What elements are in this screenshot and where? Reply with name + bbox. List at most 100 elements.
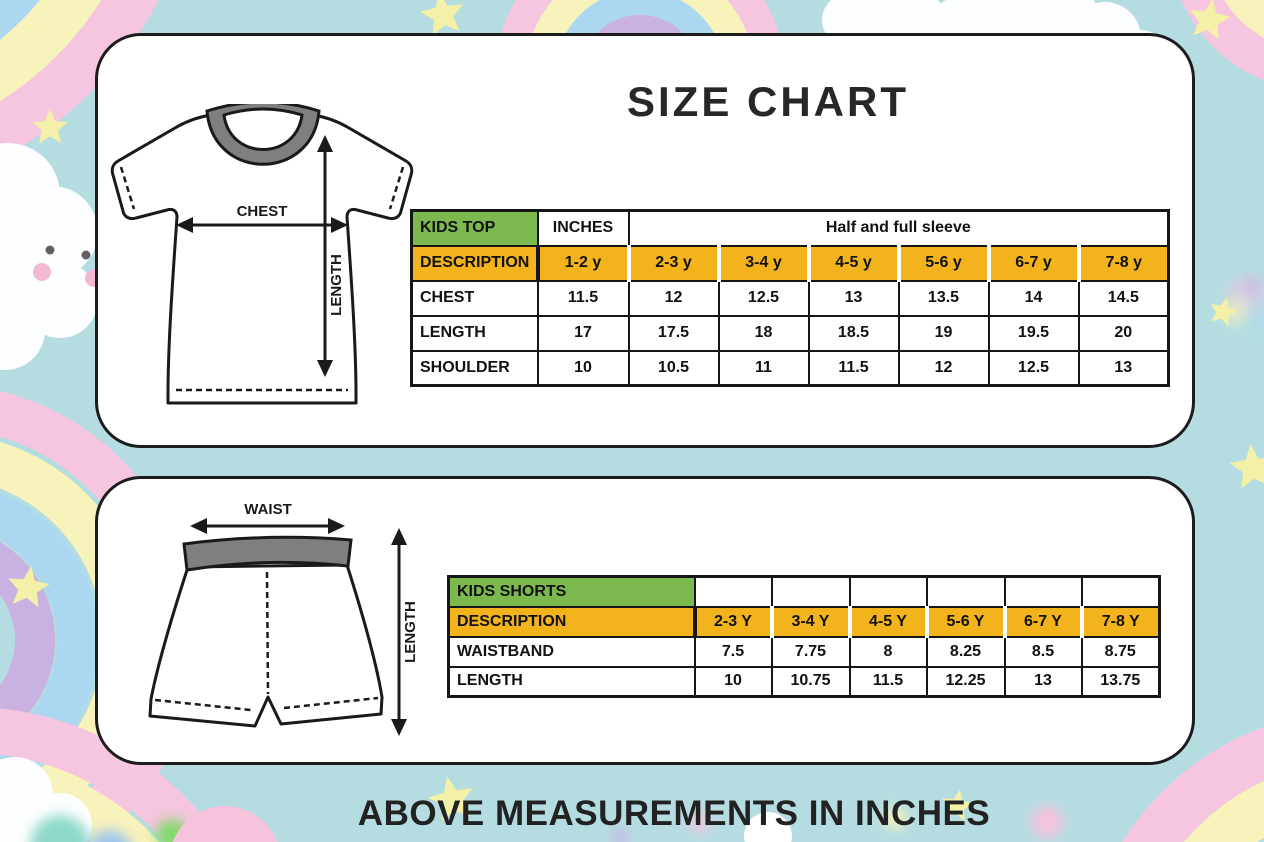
measure-value-cell: 14.5 — [1077, 279, 1170, 317]
sleeve-header-cell: Half and full sleeve — [627, 209, 1170, 247]
measure-value-cell: 13 — [807, 279, 900, 317]
table-row: DESCRIPTION 2-3 Y 3-4 Y 4-5 Y 5-6 Y 6-7 Y 7-8 … — [447, 605, 1161, 638]
size-header-cell: 3-4 Y — [769, 605, 852, 638]
kids-top-title-cell: KIDS TOP — [410, 209, 539, 247]
measure-label-cell: WAISTBAND — [447, 635, 696, 668]
measure-value-cell: 11 — [717, 349, 810, 387]
measure-value-cell: 8.25 — [925, 635, 1006, 668]
kids-top-panel: SIZE CHART CHEST LENGTH KIDS TOP INCHES Ha… — [95, 33, 1195, 448]
table-row: LENGTH 10 10.75 11.5 12.25 13 13.75 — [447, 665, 1161, 698]
measure-label-cell: LENGTH — [410, 314, 539, 352]
length-arrowhead-top — [317, 135, 333, 152]
empty-header-cell — [770, 575, 851, 608]
shorts-measurement-diagram: WAIST LENGTH — [148, 501, 419, 736]
measure-value-cell: 12.25 — [925, 665, 1006, 698]
table-row: SHOULDER 10 10.5 11 11.5 12 12.5 13 — [410, 349, 1170, 387]
size-header-cell: 7-8 Y — [1079, 605, 1161, 638]
center-stitch — [265, 571, 270, 695]
measure-value-cell: 13 — [1077, 349, 1170, 387]
size-header-cell: 2-3 Y — [692, 605, 774, 638]
waist-arrowhead-right — [328, 518, 345, 534]
measure-label-cell: CHEST — [410, 279, 539, 317]
waist-arrowhead-left — [190, 518, 207, 534]
shorts-waistband — [182, 535, 353, 572]
measure-label-cell: LENGTH — [447, 665, 696, 698]
empty-header-cell — [848, 575, 928, 608]
page-title: SIZE CHART — [627, 78, 909, 125]
footer-note: ABOVE MEASUREMENTS IN INCHES — [357, 794, 991, 833]
measure-value-cell: 8 — [848, 635, 928, 668]
chest-arrowhead-right — [331, 217, 348, 233]
measure-value-cell: 10.5 — [627, 349, 720, 387]
measure-value-cell: 13.75 — [1080, 665, 1161, 698]
empty-header-cell — [1003, 575, 1083, 608]
confetti-bottom-icon — [30, 806, 1063, 842]
measure-value-cell: 18.5 — [807, 314, 900, 352]
size-header-cell: 4-5 y — [806, 244, 901, 282]
chest-label: CHEST — [237, 203, 288, 220]
measure-value-cell: 12.5 — [717, 279, 810, 317]
empty-header-cell — [1080, 575, 1161, 608]
measure-value-cell: 19.5 — [987, 314, 1080, 352]
measure-value-cell: 10.75 — [770, 665, 851, 698]
size-header-cell: 6-7 y — [986, 244, 1081, 282]
size-header-cell: 5-6 Y — [924, 605, 1007, 638]
measure-value-cell: 17 — [536, 314, 630, 352]
shorts-length-label: LENGTH — [402, 601, 419, 663]
kids-shorts-size-table: KIDS SHORTS DESCRIPTION 2-3 Y 3-4 Y 4-5 Y 5-6… — [447, 575, 1161, 698]
measure-value-cell: 19 — [897, 314, 990, 352]
table-row: KIDS SHORTS — [447, 575, 1161, 608]
measure-value-cell: 7.5 — [693, 635, 773, 668]
measure-label-cell: SHOULDER — [410, 349, 539, 387]
table-row: LENGTH 17 17.5 18 18.5 19 19.5 20 — [410, 314, 1170, 352]
empty-header-cell — [693, 575, 773, 608]
measure-value-cell: 11.5 — [807, 349, 900, 387]
measure-value-cell: 10 — [536, 349, 630, 387]
measure-value-cell: 8.75 — [1080, 635, 1161, 668]
measure-value-cell: 17.5 — [627, 314, 720, 352]
kids-shorts-title-cell: KIDS SHORTS — [447, 575, 696, 608]
measure-value-cell: 13.5 — [897, 279, 990, 317]
measure-value-cell: 7.75 — [770, 635, 851, 668]
measure-value-cell: 10 — [693, 665, 773, 698]
size-header-cell: 3-4 y — [716, 244, 811, 282]
length-arrowhead-bottom — [317, 360, 333, 377]
hem-stitch-right — [283, 696, 379, 710]
waist-label: WAIST — [244, 501, 292, 518]
table-row: WAISTBAND 7.5 7.75 8 8.25 8.5 8.75 — [447, 635, 1161, 668]
shorts-body — [148, 563, 384, 728]
measure-value-cell: 8.5 — [1003, 635, 1083, 668]
table-row: KIDS TOP INCHES Half and full sleeve — [410, 209, 1170, 247]
measure-value-cell: 12 — [897, 349, 990, 387]
chest-arrowhead-left — [176, 217, 193, 233]
shorts-length-arrowhead-bottom — [391, 719, 407, 736]
table-row: DESCRIPTION 1-2 y 2-3 y 3-4 y 4-5 y 5-6 y 6-7 … — [410, 244, 1171, 282]
kids-shorts-panel: WAIST LENGTH KIDS SHORTS DESCRIPTION 2-3 Y… — [95, 476, 1195, 765]
size-header-cell: 7-8 y — [1076, 244, 1171, 282]
measure-value-cell: 11.5 — [536, 279, 630, 317]
inches-header-cell: INCHES — [536, 209, 630, 247]
size-header-cell: 6-7 Y — [1002, 605, 1084, 638]
measure-value-cell: 20 — [1077, 314, 1170, 352]
tshirt-collar-inner — [222, 107, 304, 151]
measure-value-cell: 11.5 — [848, 665, 928, 698]
description-header-cell: DESCRIPTION — [410, 244, 540, 282]
tshirt-measurement-diagram: CHEST LENGTH — [110, 104, 414, 405]
size-header-cell: 5-6 y — [896, 244, 991, 282]
sleeve-stitch-right — [388, 166, 405, 210]
size-header-cell: 1-2 y — [535, 244, 631, 282]
length-label: LENGTH — [328, 254, 345, 316]
measure-value-cell: 13 — [1003, 665, 1083, 698]
measure-value-cell: 12.5 — [987, 349, 1080, 387]
rainbow-top-right-icon — [1181, 0, 1264, 81]
measure-value-cell: 12 — [627, 279, 720, 317]
sleeve-stitch-left — [119, 166, 136, 210]
cloud-left-face-icon — [0, 143, 103, 370]
shorts-length-arrowhead-top — [391, 528, 407, 545]
measure-value-cell: 14 — [987, 279, 1080, 317]
table-row: CHEST 11.5 12 12.5 13 13.5 14 14.5 — [410, 279, 1170, 317]
measure-value-cell: 18 — [717, 314, 810, 352]
pastel-smudge-right-icon — [1223, 275, 1264, 330]
hem-stitch-left — [154, 698, 252, 712]
